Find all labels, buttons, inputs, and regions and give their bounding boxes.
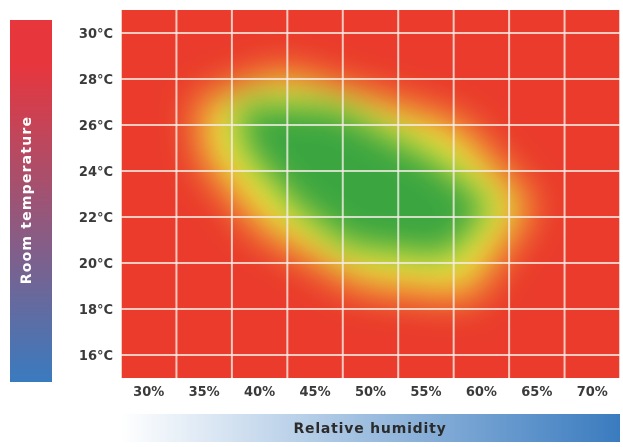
y-tick-label: 28°C [79,73,113,88]
x-tick-label: 40% [244,385,275,400]
y-tick-label: 24°C [79,165,113,180]
y-tick-label: 20°C [79,257,113,272]
x-tick-label: 60% [466,385,497,400]
y-axis-title: Room temperature [19,116,35,284]
x-tick-label: 65% [521,385,552,400]
x-tick-label: 70% [577,385,608,400]
x-tick-label: 35% [189,385,220,400]
plot-area [121,10,620,378]
y-tick-label: 16°C [79,349,113,364]
temperature-color-bar [10,20,52,382]
x-axis-title: Relative humidity [293,421,446,437]
comfortable-zone [237,102,493,259]
y-tick-label: 22°C [79,211,113,226]
x-tick-label: 55% [410,385,441,400]
y-tick-labels: 30°C 28°C 26°C 24°C 22°C 20°C 18°C 16°C [79,27,113,364]
humidity-color-bar [121,414,620,442]
x-tick-label: 30% [133,385,164,400]
y-tick-label: 18°C [79,303,113,318]
x-tick-labels: 30% 35% 40% 45% 50% 55% 60% 65% 70% [133,385,608,400]
x-tick-label: 45% [299,385,330,400]
grid-lines [121,10,620,378]
y-tick-label: 26°C [79,119,113,134]
x-tick-label: 50% [355,385,386,400]
y-tick-label: 30°C [79,27,113,42]
